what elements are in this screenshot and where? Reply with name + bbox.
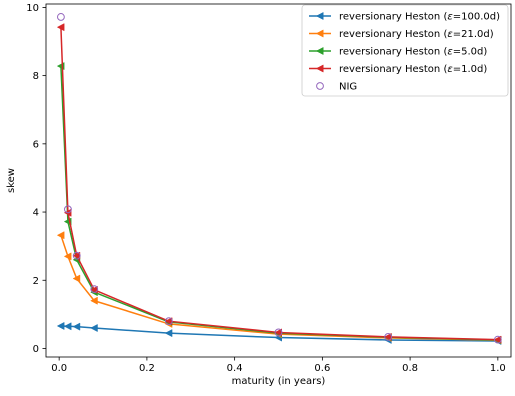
data-point [63, 322, 72, 331]
x-tick-label: 0.0 [51, 363, 67, 374]
plot-data-layer [56, 13, 502, 345]
series-line [60, 27, 498, 341]
data-point [274, 328, 283, 337]
x-axis-ticks: 0.0 0.2 0.4 0.6 0.8 1.0 [51, 357, 506, 374]
x-axis-label: maturity (in years) [232, 376, 326, 387]
y-tick-label: 0 [33, 344, 39, 355]
x-tick-label: 0.8 [402, 363, 418, 374]
series-line [60, 66, 498, 341]
data-point [63, 252, 72, 261]
series-4 [57, 13, 502, 344]
legend-item: reversionary Heston (ε=100.0d) [309, 12, 500, 23]
plot-frame [45, 3, 512, 358]
data-point [72, 322, 81, 331]
x-tick-label: 0.4 [227, 363, 243, 374]
series-line [60, 235, 498, 342]
legend-label: reversionary Heston (ε=100.0d) [339, 12, 500, 23]
legend-marker [315, 11, 324, 21]
legend-label: reversionary Heston (ε=21.0d) [339, 29, 494, 40]
data-point [72, 251, 81, 260]
data-point [384, 332, 393, 341]
legend-box [301, 4, 509, 97]
series-3 [56, 23, 502, 344]
x-tick-label: 0.6 [314, 363, 330, 374]
data-point [56, 23, 65, 32]
legend-item: reversionary Heston (ε=5.0d) [309, 47, 487, 58]
y-axis-label: skew [6, 168, 17, 193]
y-tick-label: 8 [33, 71, 39, 82]
y-tick-label: 10 [26, 3, 39, 14]
legend-marker [315, 64, 324, 73]
legend-item: NIG [316, 82, 357, 93]
data-point [164, 317, 173, 326]
data-point [90, 296, 98, 305]
legend-marker [315, 29, 324, 38]
y-tick-label: 4 [33, 208, 39, 219]
y-tick-label: 6 [33, 139, 39, 150]
data-point [164, 329, 173, 338]
x-tick-label: 1.0 [490, 363, 506, 374]
legend: reversionary Heston (ε=100.0d) reversiona… [301, 4, 509, 97]
data-point [72, 274, 81, 283]
data-point [57, 13, 65, 21]
legend-marker [315, 46, 324, 56]
data-point [56, 321, 65, 330]
legend-label: reversionary Heston (ε=1.0d) [339, 64, 487, 75]
legend-marker [316, 82, 324, 90]
legend-item: reversionary Heston (ε=21.0d) [309, 29, 494, 40]
series-1 [56, 231, 502, 345]
data-point [493, 335, 502, 344]
data-point [90, 285, 99, 294]
x-tick-label: 0.2 [139, 363, 155, 374]
legend-label: NIG [339, 82, 357, 93]
data-point [90, 323, 98, 333]
data-point [64, 205, 72, 214]
series-2 [56, 62, 502, 344]
data-point [56, 231, 65, 240]
legend-label: reversionary Heston (ε=5.0d) [339, 47, 487, 58]
legend-item: reversionary Heston (ε=1.0d) [309, 64, 487, 75]
y-tick-label: 2 [33, 276, 39, 287]
y-axis-ticks: 0 2 4 6 8 10 [26, 3, 46, 355]
